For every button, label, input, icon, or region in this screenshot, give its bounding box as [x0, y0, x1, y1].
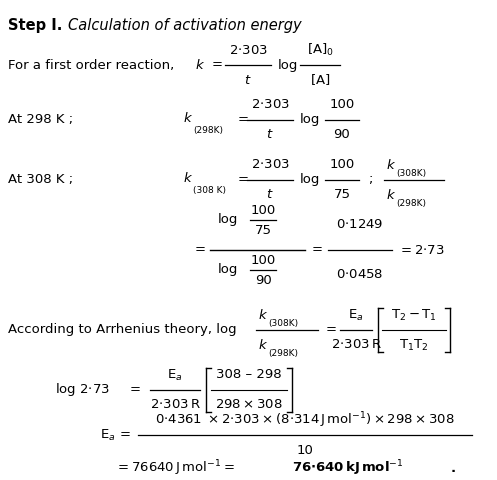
Text: $t$: $t$ [244, 73, 252, 86]
Text: $\mathbf{76{\cdot}640\,kJ\,mol}^{-1}$: $\mathbf{76{\cdot}640\,kJ\,mol}^{-1}$ [292, 458, 404, 478]
Text: (308K): (308K) [396, 169, 426, 178]
Text: 75: 75 [333, 189, 350, 202]
Text: $\mathrm{T}_2 - \mathrm{T}_1$: $\mathrm{T}_2 - \mathrm{T}_1$ [391, 308, 437, 323]
Text: =: = [312, 243, 323, 256]
Text: $= 76640\,\mathrm{J\,mol}^{-1} =$: $= 76640\,\mathrm{J\,mol}^{-1} =$ [115, 458, 235, 478]
Text: Calculation of activation energy: Calculation of activation energy [68, 18, 302, 33]
Text: $[\mathrm{A}]$: $[\mathrm{A}]$ [310, 72, 330, 87]
Text: (308K): (308K) [268, 319, 298, 328]
Text: =: = [238, 173, 249, 187]
Text: $k$: $k$ [386, 158, 396, 172]
Text: $2{\cdot}303\,\mathrm{R}$: $2{\cdot}303\,\mathrm{R}$ [150, 398, 200, 411]
Text: (298K): (298K) [268, 349, 298, 358]
Text: =: = [120, 429, 131, 442]
Text: 90: 90 [333, 129, 350, 142]
Text: ;: ; [368, 173, 372, 187]
Text: =: = [195, 243, 206, 256]
Text: log: log [300, 173, 321, 187]
Text: $2{\cdot}303$: $2{\cdot}303$ [250, 98, 289, 111]
Text: $\mathbf{.}$: $\mathbf{.}$ [450, 461, 456, 475]
Text: 308 – 298: 308 – 298 [216, 369, 282, 382]
Text: log: log [300, 113, 321, 127]
Text: (308 K): (308 K) [193, 186, 226, 195]
Text: $0{\cdot}4361 \;\times 2{\cdot}303 \times (8{\cdot}314\,\mathrm{J\,mol}^{-1}) \t: $0{\cdot}4361 \;\times 2{\cdot}303 \time… [155, 410, 455, 430]
Text: $0{\cdot}0458$: $0{\cdot}0458$ [336, 268, 384, 281]
Text: $k$: $k$ [195, 58, 205, 72]
Text: $k$: $k$ [386, 188, 396, 202]
Text: 90: 90 [254, 274, 271, 287]
Text: $= 2{\cdot}73$: $= 2{\cdot}73$ [398, 243, 445, 256]
Text: (298K): (298K) [396, 199, 426, 208]
Text: $k$: $k$ [183, 111, 193, 125]
Text: log: log [278, 59, 298, 72]
Text: $[\mathrm{A}]_0$: $[\mathrm{A}]_0$ [307, 42, 333, 58]
Text: 75: 75 [254, 224, 271, 237]
Text: (298K): (298K) [193, 126, 223, 135]
Text: $k$: $k$ [258, 338, 268, 352]
Text: $298 \times 308$: $298 \times 308$ [215, 398, 283, 411]
Text: $2{\cdot}303$: $2{\cdot}303$ [250, 158, 289, 171]
Text: According to Arrhenius theory, log: According to Arrhenius theory, log [8, 324, 237, 336]
Text: log: log [218, 214, 239, 227]
Text: $t$: $t$ [266, 189, 274, 202]
Text: $\mathrm{E}_a$: $\mathrm{E}_a$ [100, 428, 116, 443]
Text: Step I.: Step I. [8, 18, 63, 33]
Text: At 298 K ;: At 298 K ; [8, 113, 73, 127]
Text: =: = [238, 113, 249, 127]
Text: $\mathrm{T}_1\mathrm{T}_2$: $\mathrm{T}_1\mathrm{T}_2$ [399, 337, 429, 352]
Text: $\mathrm{E}_a$: $\mathrm{E}_a$ [348, 308, 364, 323]
Text: 10: 10 [297, 444, 314, 456]
Text: $\mathrm{E}_a$: $\mathrm{E}_a$ [167, 368, 183, 383]
Text: 100: 100 [250, 204, 276, 216]
Text: $k$: $k$ [258, 308, 268, 322]
Text: $0{\cdot}1249$: $0{\cdot}1249$ [336, 218, 384, 231]
Text: =: = [326, 324, 337, 336]
Text: =: = [130, 384, 141, 396]
Text: $2{\cdot}303$: $2{\cdot}303$ [229, 44, 267, 57]
Text: 100: 100 [250, 253, 276, 266]
Text: At 308 K ;: At 308 K ; [8, 173, 73, 187]
Text: For a first order reaction,: For a first order reaction, [8, 59, 174, 72]
Text: $t$: $t$ [266, 129, 274, 142]
Text: log $2{\cdot}73$: log $2{\cdot}73$ [55, 382, 110, 398]
Text: 100: 100 [330, 98, 355, 111]
Text: =: = [212, 59, 223, 72]
Text: log: log [218, 264, 239, 276]
Text: $k$: $k$ [183, 171, 193, 185]
Text: $2{\cdot}303\,\mathrm{R}$: $2{\cdot}303\,\mathrm{R}$ [331, 338, 381, 351]
Text: 100: 100 [330, 158, 355, 171]
